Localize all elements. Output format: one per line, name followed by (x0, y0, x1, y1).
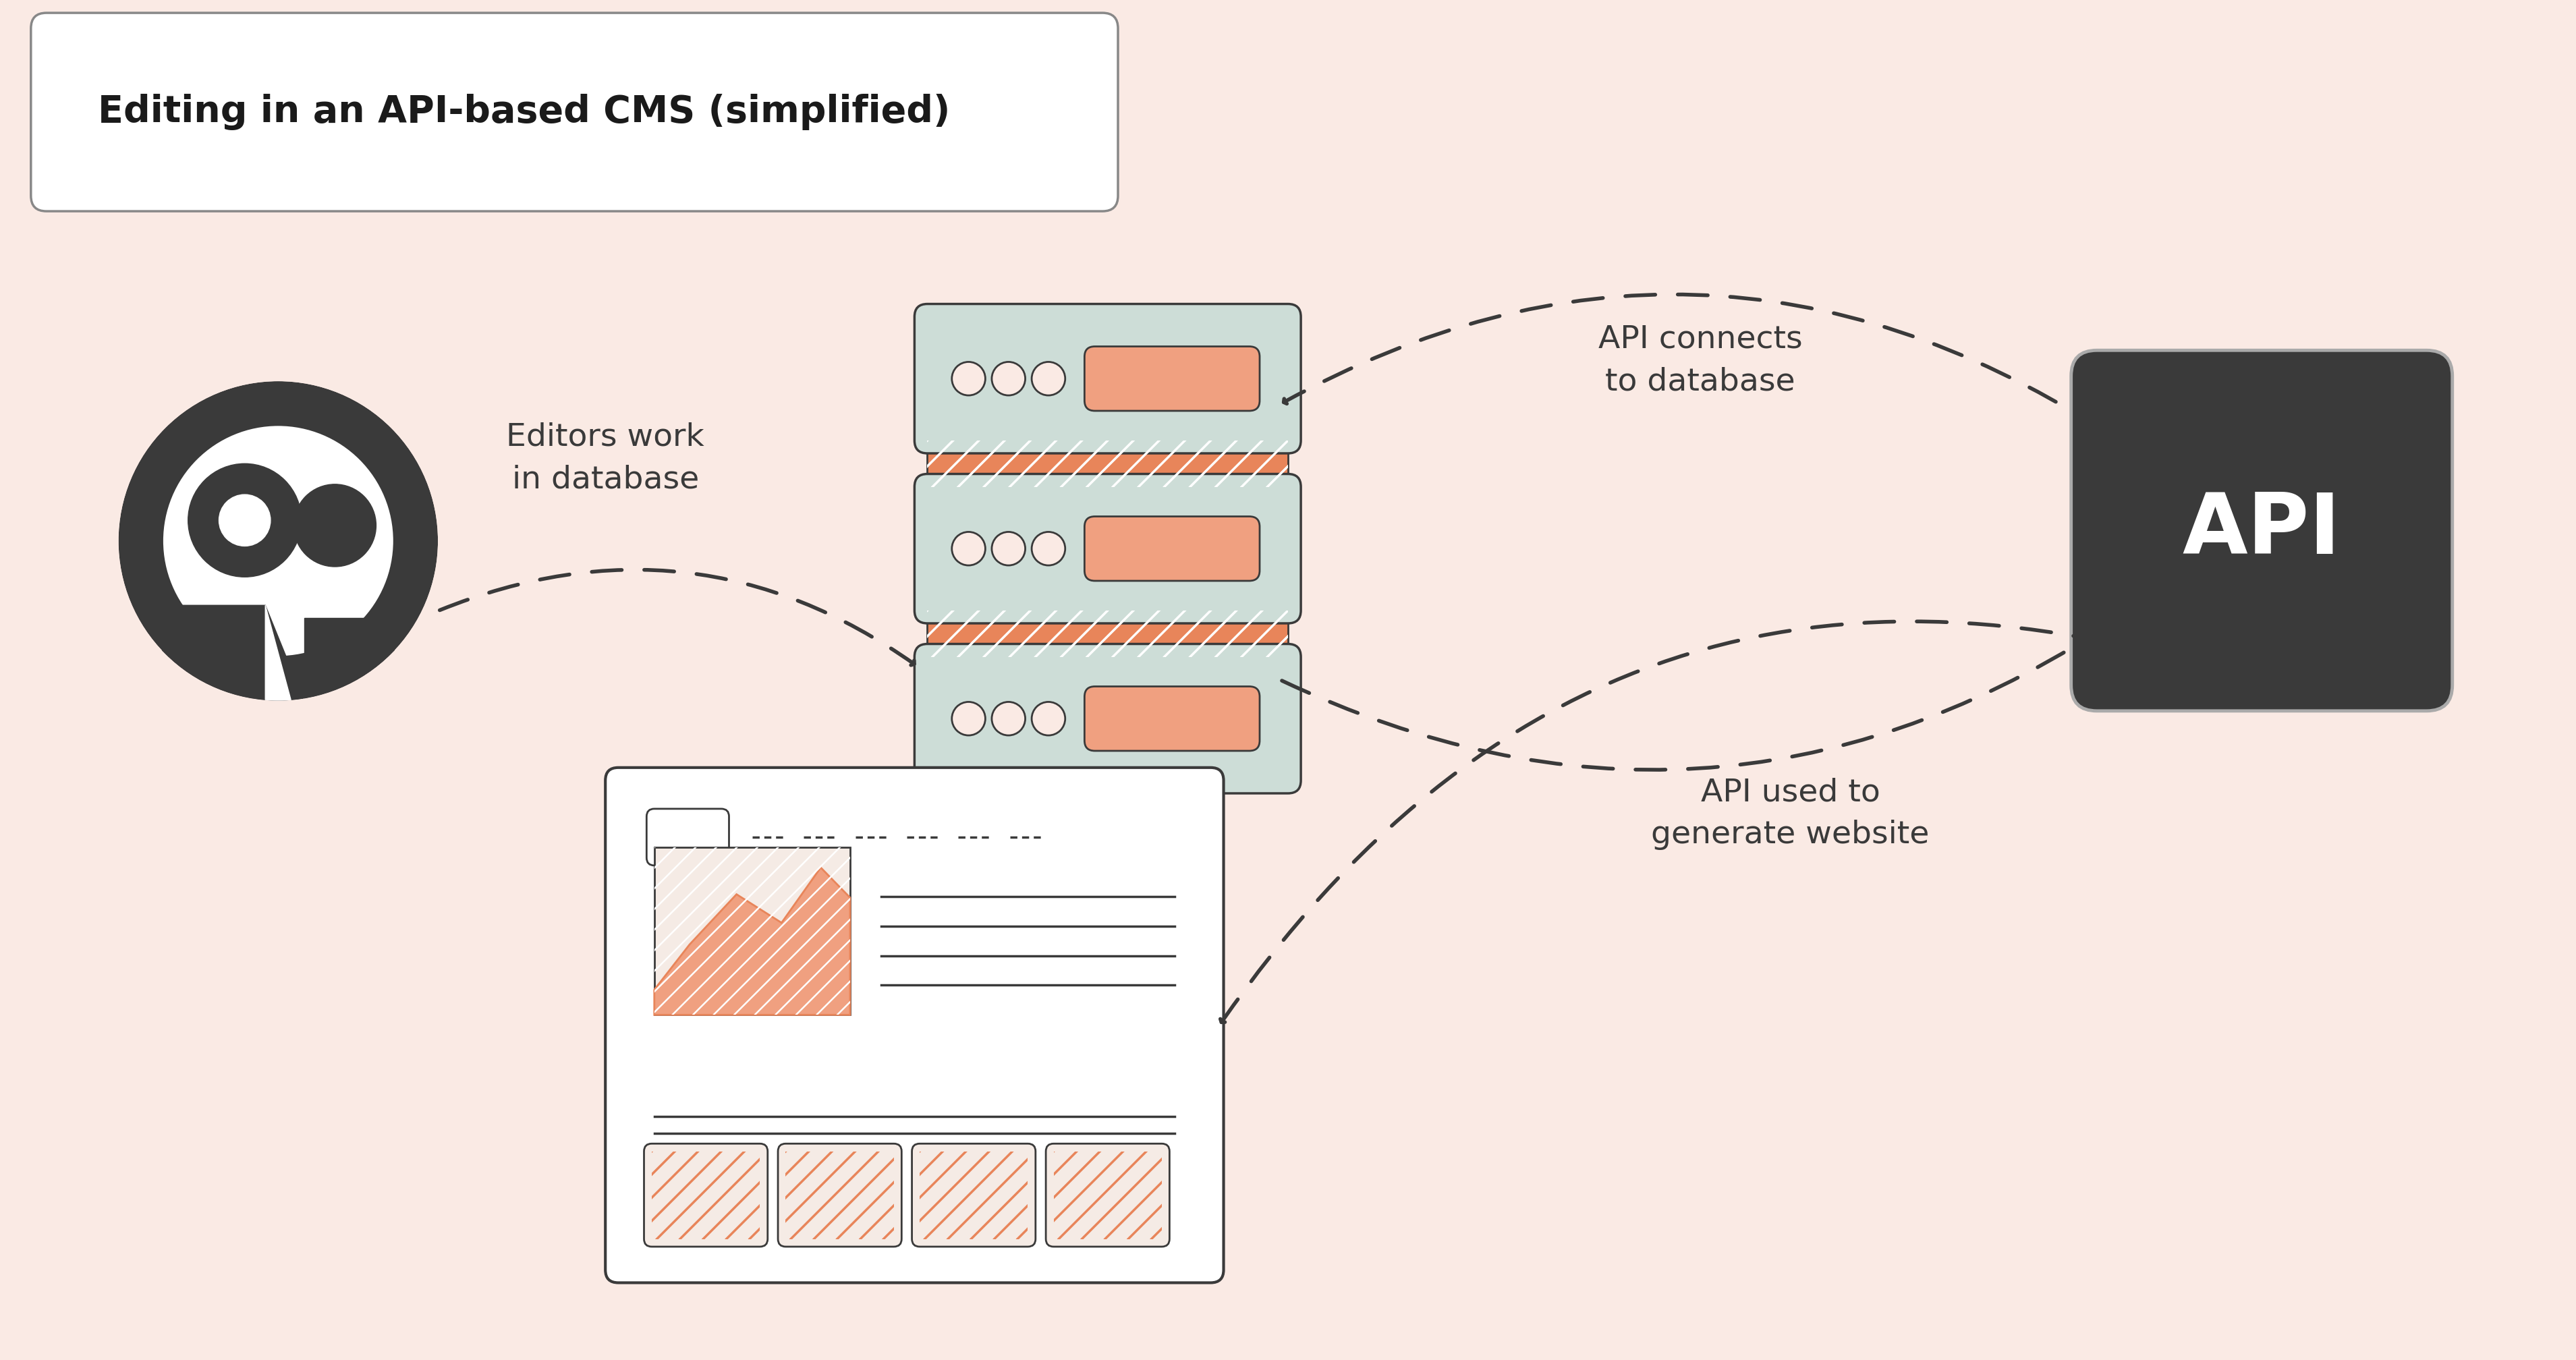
Circle shape (992, 362, 1025, 396)
FancyBboxPatch shape (605, 767, 1224, 1282)
FancyBboxPatch shape (912, 1144, 1036, 1247)
Circle shape (951, 532, 984, 566)
Polygon shape (654, 868, 850, 1015)
Circle shape (188, 464, 301, 577)
Circle shape (951, 362, 984, 396)
Circle shape (294, 484, 376, 567)
FancyBboxPatch shape (647, 809, 729, 865)
Bar (927, 611, 1288, 657)
FancyBboxPatch shape (1084, 517, 1260, 581)
FancyBboxPatch shape (644, 1144, 768, 1247)
Circle shape (951, 702, 984, 736)
Bar (654, 847, 850, 1015)
FancyBboxPatch shape (1084, 347, 1260, 411)
Circle shape (992, 702, 1025, 736)
Polygon shape (265, 605, 291, 700)
FancyBboxPatch shape (778, 1144, 902, 1247)
Circle shape (992, 532, 1025, 566)
Text: API used to
generate website: API used to generate website (1651, 778, 1929, 850)
Bar (927, 441, 1288, 487)
Circle shape (118, 381, 438, 700)
Polygon shape (304, 619, 394, 700)
FancyBboxPatch shape (1084, 687, 1260, 751)
Circle shape (1030, 362, 1064, 396)
FancyBboxPatch shape (31, 12, 1118, 211)
Polygon shape (162, 605, 304, 700)
FancyBboxPatch shape (914, 473, 1301, 623)
FancyBboxPatch shape (914, 303, 1301, 453)
FancyBboxPatch shape (2071, 351, 2452, 711)
Circle shape (219, 495, 270, 547)
FancyBboxPatch shape (914, 643, 1301, 793)
Text: API connects
to database: API connects to database (1597, 324, 1803, 397)
Text: Editors work
in database: Editors work in database (507, 422, 703, 495)
Circle shape (1030, 532, 1064, 566)
Text: API: API (2182, 490, 2342, 571)
Text: Editing in an API-based CMS (simplified): Editing in an API-based CMS (simplified) (98, 94, 951, 131)
FancyBboxPatch shape (1046, 1144, 1170, 1247)
Circle shape (1030, 702, 1064, 736)
Circle shape (162, 426, 394, 656)
